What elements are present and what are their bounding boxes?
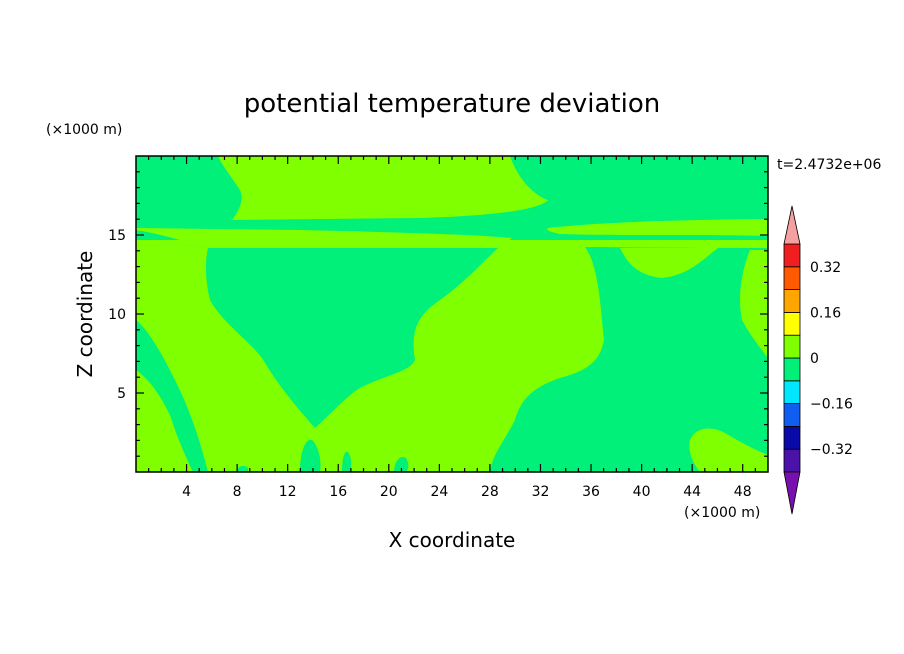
y-tick-label: 5 <box>117 386 126 402</box>
x-axis: 4 8 12 16 20 24 28 32 36 40 44 48 <box>148 156 756 500</box>
colorbar-label: −0.32 <box>810 442 853 458</box>
colorbar-segment <box>783 243 801 268</box>
colorbar-lower-extension <box>783 471 801 515</box>
y-tick-label: 15 <box>108 228 126 244</box>
colorbar-segment <box>783 266 801 290</box>
colorbar-segment <box>783 334 801 359</box>
field-positive-right-band <box>547 219 768 236</box>
x-tick-label: 48 <box>734 484 752 500</box>
y-tick-label: 10 <box>108 307 126 323</box>
x-tick-label: 8 <box>233 484 242 500</box>
field-positive-right-bulge <box>620 248 718 278</box>
field-negative-notch-4 <box>236 465 248 472</box>
colorbar-label: 0.32 <box>810 260 841 276</box>
field-negative-notch-2 <box>342 451 352 472</box>
colorbar-segment <box>783 448 801 473</box>
colorbar-upper-extension <box>783 205 801 245</box>
x-tick-label: 4 <box>182 484 191 500</box>
x-tick-label: 40 <box>633 484 651 500</box>
chart-title: potential temperature deviation <box>244 89 660 119</box>
colorbar-label: 0 <box>810 351 819 367</box>
x-tick-label: 24 <box>430 484 448 500</box>
x-tick-label: 32 <box>532 484 550 500</box>
field-positive-right-edge <box>740 250 768 358</box>
x-axis-label: X coordinate <box>389 528 516 552</box>
colorbar-label: −0.16 <box>810 397 853 413</box>
field-positive-top-region <box>218 156 548 220</box>
x-tick-label: 36 <box>582 484 600 500</box>
contour-field <box>136 156 768 472</box>
y-axis: 5 10 15 <box>108 171 768 457</box>
colorbar-segment <box>783 380 801 404</box>
y-unit-label: (×1000 m) <box>46 122 122 138</box>
colorbar: 0.32 0.16 0 −0.16 −0.32 <box>783 205 853 515</box>
colorbar-segment <box>783 311 801 336</box>
field-positive-lower-band <box>136 240 768 248</box>
y-axis-label: Z coordinate <box>73 251 97 378</box>
x-tick-label: 12 <box>279 484 297 500</box>
field-positive-bottom-right <box>689 428 768 472</box>
x-tick-label: 20 <box>380 484 398 500</box>
field-negative-notch-3 <box>394 456 409 472</box>
colorbar-segment <box>783 425 801 450</box>
time-label: t=2.4732e+06 <box>777 157 881 173</box>
x-tick-label: 44 <box>683 484 701 500</box>
x-unit-label: (×1000 m) <box>684 505 760 521</box>
x-tick-label: 28 <box>481 484 499 500</box>
colorbar-segment <box>783 403 801 427</box>
x-tick-label: 16 <box>329 484 347 500</box>
colorbar-segment <box>783 357 801 382</box>
field-negative-notch-1 <box>300 439 321 472</box>
field-positive-wide-region <box>136 244 604 472</box>
colorbar-segment <box>783 289 801 313</box>
colorbar-label: 0.16 <box>810 305 841 321</box>
